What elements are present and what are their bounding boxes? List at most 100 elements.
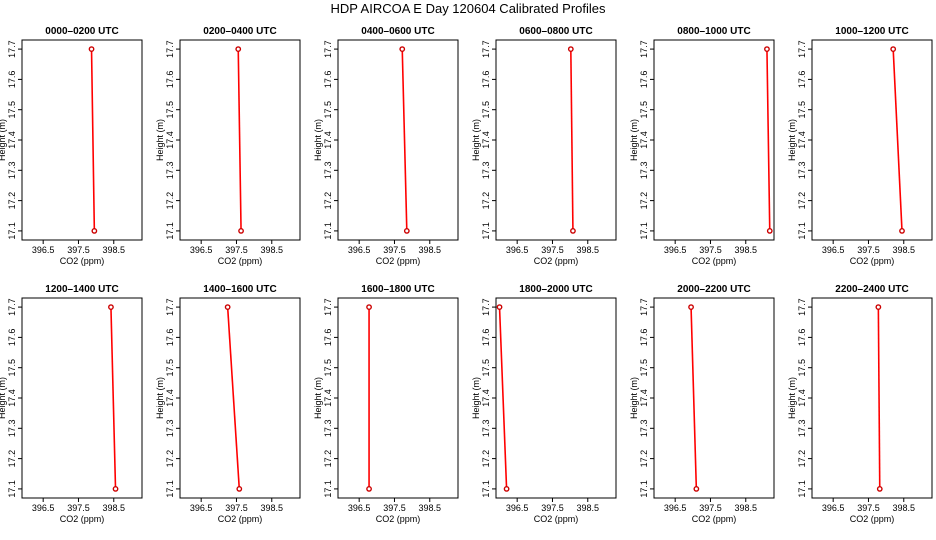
profile-line	[877, 307, 881, 489]
y-tick-label: 17.7	[323, 40, 333, 58]
x-tick-label: 396.5	[506, 245, 529, 255]
y-tick-label: 17.6	[7, 329, 17, 347]
plot-frame	[811, 297, 933, 499]
y-axis-label: Height (m)	[155, 119, 165, 161]
data-point	[112, 486, 119, 492]
panel-title: 2000–2200 UTC	[677, 284, 750, 295]
data-point	[91, 228, 98, 234]
x-axis-label: CO2 (ppm)	[850, 256, 895, 266]
x-tick-label: 396.5	[32, 245, 55, 255]
y-tick-label: 17.7	[165, 298, 175, 316]
y-tick-label: 17.3	[481, 420, 491, 438]
x-tick-label: 396.5	[664, 503, 687, 513]
profile-panel: 1200–1400 UTC 17.1 17.2 17.3 17.4 17.5 17.6 17.…	[0, 284, 143, 524]
y-tick-label: 17.6	[481, 71, 491, 89]
y-axis-label: Height (m)	[787, 119, 797, 161]
plot-frame	[21, 39, 143, 241]
x-axis-label: CO2 (ppm)	[692, 514, 737, 524]
y-tick-label: 17.1	[481, 222, 491, 240]
profile-line	[90, 49, 96, 231]
y-tick-label: 17.4	[797, 131, 807, 149]
y-tick-label: 17.2	[165, 450, 175, 468]
y-tick-label: 17.4	[165, 131, 175, 149]
data-point	[88, 46, 95, 52]
y-tick-label: 17.6	[323, 329, 333, 347]
profile-panel: 0000–0200 UTC 17.1 17.2 17.3 17.4 17.5 17.6 17.…	[0, 26, 143, 266]
x-tick-label: 396.5	[32, 503, 55, 513]
y-tick-label: 17.3	[7, 420, 17, 438]
x-tick-label: 397.5	[699, 503, 722, 513]
profile-line	[498, 307, 508, 489]
profile-panel: 1800–2000 UTC 17.1 17.2 17.3 17.4 17.5 17.6 17.…	[471, 284, 617, 524]
profile-line	[892, 49, 903, 231]
panel-title: 0000–0200 UTC	[45, 26, 118, 37]
y-tick-label: 17.3	[323, 420, 333, 438]
data-point	[688, 304, 694, 310]
y-tick-label: 17.3	[639, 420, 649, 438]
x-tick-label: 396.5	[348, 245, 371, 255]
panel-title: 1000–1200 UTC	[835, 26, 908, 37]
profile-line	[690, 307, 698, 489]
y-tick-label: 17.3	[481, 162, 491, 180]
plot-frame	[337, 39, 459, 241]
x-axis-label: CO2 (ppm)	[534, 514, 579, 524]
data-point	[496, 304, 503, 310]
data-point	[238, 228, 244, 234]
data-point	[366, 304, 372, 310]
plot-frame	[653, 297, 775, 499]
x-axis-label: CO2 (ppm)	[692, 256, 737, 266]
data-point	[236, 486, 243, 492]
y-tick-label: 17.1	[7, 222, 17, 240]
data-point	[766, 228, 773, 234]
y-tick-label: 17.4	[7, 389, 17, 407]
y-tick-label: 17.2	[323, 450, 333, 468]
panel-title: 1600–1800 UTC	[361, 284, 434, 295]
x-tick-label: 398.5	[260, 503, 283, 513]
y-tick-label: 17.6	[639, 71, 649, 89]
panel-title: 1800–2000 UTC	[519, 284, 592, 295]
x-tick-label: 396.5	[822, 503, 845, 513]
x-tick-label: 397.5	[225, 503, 248, 513]
profile-panel: 0800–1000 UTC 17.1 17.2 17.3 17.4 17.5 17.6 17.…	[629, 26, 775, 266]
x-tick-label: 396.5	[506, 503, 529, 513]
y-axis-label: Height (m)	[313, 377, 323, 419]
y-tick-label: 17.3	[323, 162, 333, 180]
y-tick-label: 17.2	[481, 450, 491, 468]
x-tick-label: 396.5	[822, 245, 845, 255]
x-axis-label: CO2 (ppm)	[376, 256, 421, 266]
panel-title: 1400–1600 UTC	[203, 284, 276, 295]
data-point	[876, 486, 883, 492]
y-tick-label: 17.3	[165, 420, 175, 438]
y-tick-label: 17.4	[639, 131, 649, 149]
profile-panel: 2000–2200 UTC 17.1 17.2 17.3 17.4 17.5 17.6 17.…	[629, 284, 775, 524]
x-tick-label: 397.5	[225, 245, 248, 255]
data-point	[875, 304, 882, 310]
plot-frame	[495, 297, 617, 499]
data-point	[693, 486, 700, 492]
y-tick-label: 17.4	[481, 389, 491, 407]
y-tick-label: 17.4	[165, 389, 175, 407]
data-point	[567, 46, 574, 52]
y-axis-label: Height (m)	[155, 377, 165, 419]
y-tick-label: 17.3	[165, 162, 175, 180]
y-tick-label: 17.7	[481, 40, 491, 58]
y-tick-label: 17.3	[797, 162, 807, 180]
y-tick-label: 17.2	[797, 450, 807, 468]
plot-frame	[653, 39, 775, 241]
profile-line	[766, 49, 771, 231]
profile-panel: 2200–2400 UTC 17.1 17.2 17.3 17.4 17.5 17.6 17.…	[787, 284, 933, 524]
plot-frame	[179, 297, 301, 499]
profile-panel: 0200–0400 UTC 17.1 17.2 17.3 17.4 17.5 17.6 17.…	[155, 26, 301, 266]
x-tick-label: 398.5	[102, 245, 125, 255]
y-tick-label: 17.6	[797, 71, 807, 89]
y-axis-label: Height (m)	[629, 377, 639, 419]
panel-title: 0200–0400 UTC	[203, 26, 276, 37]
y-tick-label: 17.5	[165, 101, 175, 119]
y-tick-label: 17.4	[323, 131, 333, 149]
x-tick-label: 398.5	[102, 503, 125, 513]
profile-panel: 0600–0800 UTC 17.1 17.2 17.3 17.4 17.5 17.6 17.…	[471, 26, 617, 266]
panel-title: 0600–0800 UTC	[519, 26, 592, 37]
x-axis-label: CO2 (ppm)	[850, 514, 895, 524]
data-point	[764, 46, 770, 52]
y-tick-label: 17.6	[797, 329, 807, 347]
